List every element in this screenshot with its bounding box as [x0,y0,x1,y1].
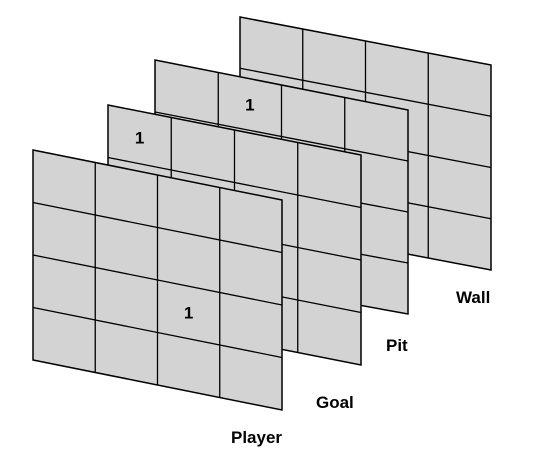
cell-value: 1 [135,129,144,148]
layer-label-wall: Wall [456,288,490,307]
layer-label-pit: Pit [386,336,408,355]
cell-value: 1 [184,304,193,323]
layer-label-player: Player [231,428,282,447]
grid-plane-border [32,149,283,411]
cell-value: 1 [245,96,254,115]
layer-player: 1 Player [32,149,283,447]
layer-label-goal: Goal [316,393,354,412]
